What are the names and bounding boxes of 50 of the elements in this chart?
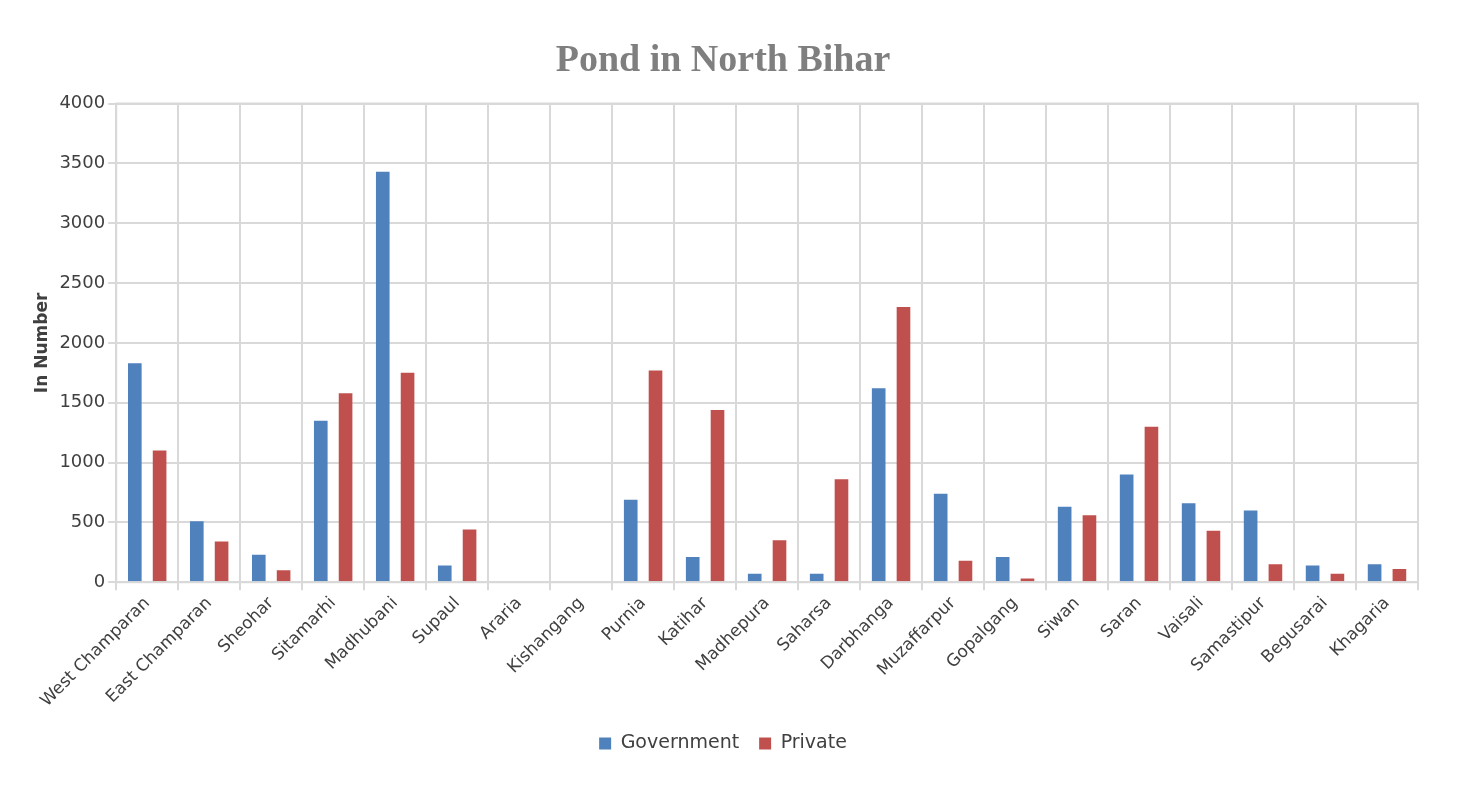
bar — [747, 573, 762, 582]
bar — [871, 388, 886, 582]
bar — [127, 363, 142, 582]
y-tick-label: 0 — [93, 569, 106, 591]
bar — [437, 565, 452, 582]
bar — [375, 171, 390, 582]
bar — [1243, 510, 1258, 582]
bar — [1057, 506, 1072, 582]
bar — [189, 521, 204, 582]
bar — [1392, 569, 1407, 582]
bar — [772, 540, 787, 582]
bar — [400, 372, 415, 582]
bar — [834, 479, 849, 582]
bar — [313, 420, 328, 582]
bar — [933, 493, 948, 582]
y-tick-label: 2500 — [59, 270, 106, 292]
bar — [1181, 503, 1196, 582]
bar — [685, 557, 700, 582]
bar — [1206, 530, 1221, 582]
bar — [214, 541, 229, 582]
bar — [1082, 515, 1097, 582]
y-tick-label: 3500 — [59, 151, 106, 173]
bar — [1305, 565, 1320, 582]
bar — [276, 570, 291, 582]
bar — [1144, 426, 1159, 582]
bar — [1330, 573, 1345, 582]
chart-title: Pond in North Bihar — [555, 36, 891, 79]
y-tick-label: 3000 — [59, 210, 106, 232]
bar — [995, 557, 1010, 582]
legend-label: Private — [780, 730, 847, 753]
bar — [896, 307, 911, 582]
legend-label: Government — [620, 730, 740, 753]
bar — [809, 573, 824, 582]
bar — [1119, 474, 1134, 582]
y-tick-label: 1500 — [59, 390, 106, 412]
bar — [152, 450, 167, 582]
bar — [338, 393, 353, 582]
y-tick-label: 1000 — [59, 450, 106, 472]
y-tick-label: 4000 — [59, 91, 106, 113]
bar — [648, 370, 663, 582]
y-axis-title: In Number — [30, 292, 51, 394]
bar — [623, 499, 638, 582]
y-tick-label: 2000 — [59, 330, 106, 352]
bar — [1268, 564, 1283, 582]
bar — [710, 409, 725, 582]
y-tick-label: 500 — [70, 510, 106, 532]
bar — [462, 529, 477, 582]
bar — [958, 560, 973, 582]
bar — [1367, 564, 1382, 582]
bar — [251, 554, 266, 582]
